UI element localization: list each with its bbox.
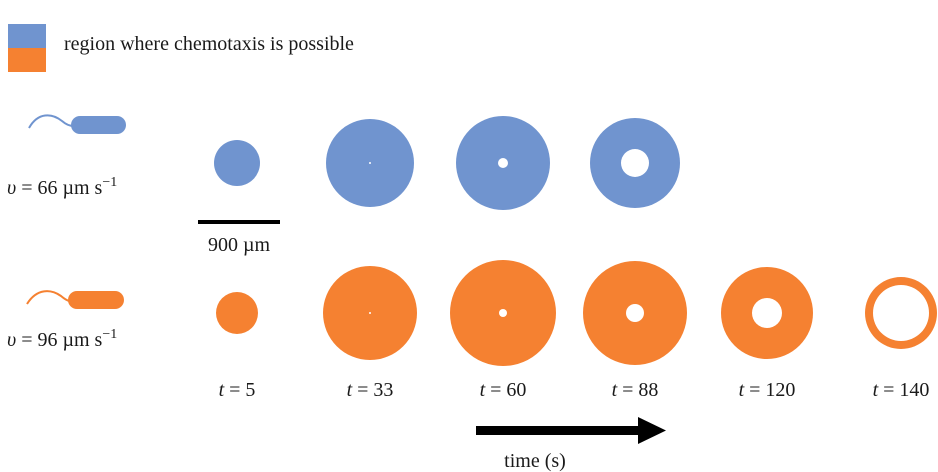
cell-body-icon xyxy=(71,116,126,134)
chemotaxis-ring-t5 xyxy=(214,140,260,186)
time-label: t = 88 xyxy=(612,379,659,401)
time-label: t = 5 xyxy=(219,379,256,401)
bacterium-icon-row1 xyxy=(28,114,126,134)
scale-bar-label: 900 µm xyxy=(208,234,271,256)
ring-hole-t140 xyxy=(873,285,929,341)
speed-label-row1: υ = 66 µm s−1 xyxy=(7,175,117,199)
ring-hole-t60 xyxy=(499,309,507,317)
legend-swatch-orange xyxy=(8,48,46,72)
ring-hole-t88 xyxy=(626,304,644,322)
time-axis: time (s) xyxy=(476,417,666,472)
ring-hole-t33 xyxy=(369,312,371,314)
speed-label-row2: υ = 96 µm s−1 xyxy=(7,327,117,351)
time-labels: t = 5 t = 33 t = 60 t = 88 t = 120 t = 140 xyxy=(219,379,930,401)
scale-bar-line xyxy=(198,220,280,224)
ring-row-96 xyxy=(216,260,937,366)
chemotaxis-ring-t5 xyxy=(216,292,258,334)
time-label: t = 33 xyxy=(347,379,394,401)
time-axis-label: time (s) xyxy=(504,450,566,472)
legend: region where chemotaxis is possible xyxy=(8,24,354,72)
time-arrow-head xyxy=(638,417,666,444)
ring-hole-t60 xyxy=(498,158,508,168)
bacterium-icon-row2 xyxy=(26,290,124,309)
time-arrow-shaft xyxy=(476,426,640,435)
cell-body-icon xyxy=(68,291,124,309)
scale-bar: 900 µm xyxy=(198,220,280,256)
time-label: t = 60 xyxy=(480,379,527,401)
time-label: t = 140 xyxy=(873,379,930,401)
legend-swatch-blue xyxy=(8,24,46,48)
time-label: t = 120 xyxy=(739,379,796,401)
ring-hole-t120 xyxy=(752,298,782,328)
ring-row-66 xyxy=(214,116,680,210)
ring-hole-t33 xyxy=(369,162,371,164)
ring-hole-t88 xyxy=(621,149,649,177)
legend-label: region where chemotaxis is possible xyxy=(64,33,354,55)
